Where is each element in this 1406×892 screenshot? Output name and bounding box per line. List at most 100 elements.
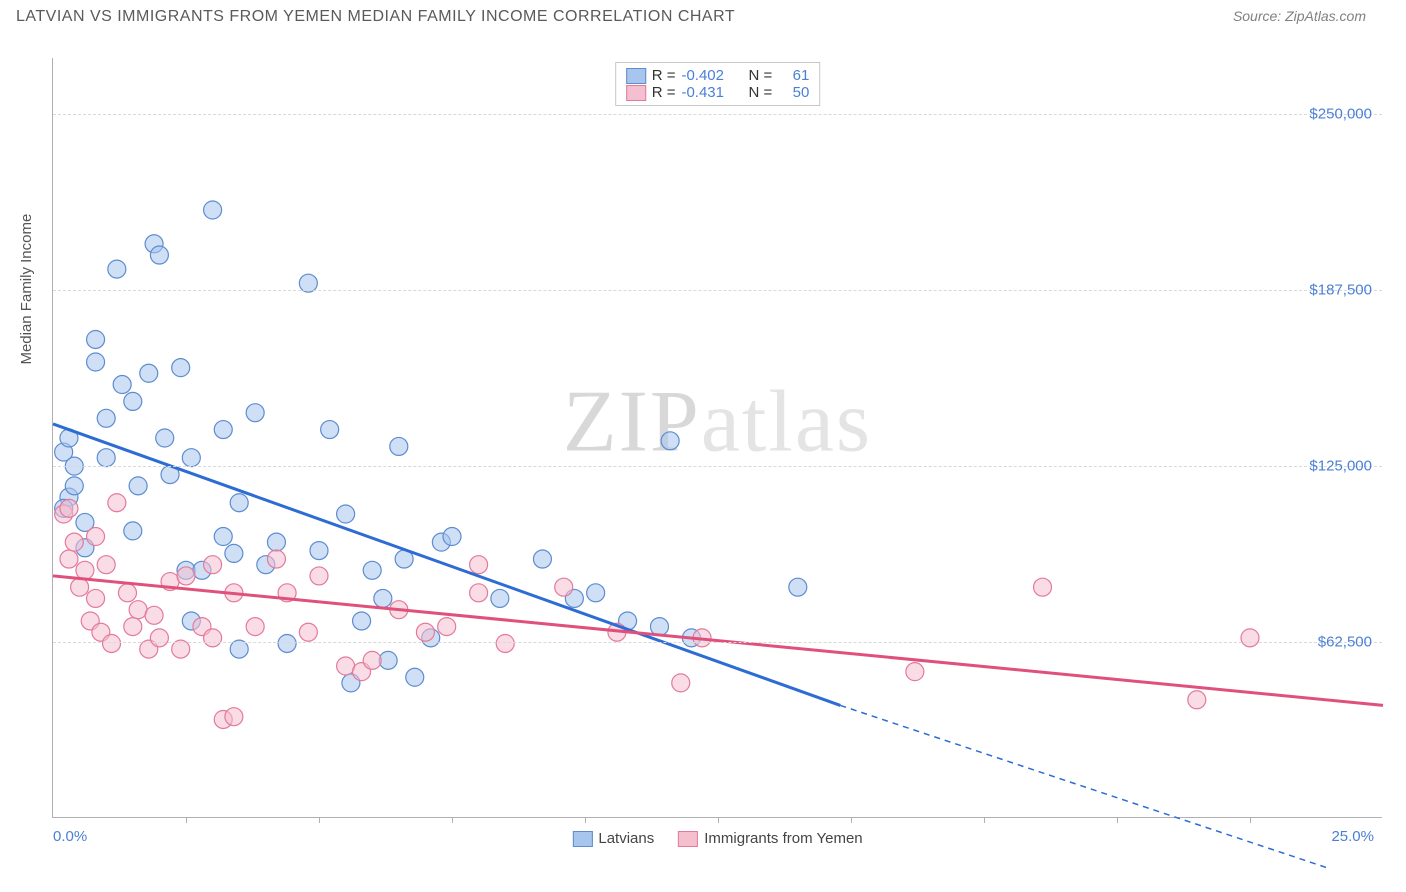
data-point — [60, 499, 78, 517]
data-point — [310, 542, 328, 560]
x-tick — [718, 817, 719, 823]
data-point — [124, 522, 142, 540]
x-axis-max: 25.0% — [1331, 828, 1374, 845]
x-tick — [585, 817, 586, 823]
data-point — [438, 618, 456, 636]
data-point — [113, 376, 131, 394]
gridline — [53, 290, 1382, 291]
data-point — [204, 629, 222, 647]
data-point — [97, 449, 115, 467]
data-point — [353, 612, 371, 630]
data-point — [230, 494, 248, 512]
source-label: Source: ZipAtlas.com — [1233, 8, 1366, 24]
data-point — [533, 550, 551, 568]
chart-title: LATVIAN VS IMMIGRANTS FROM YEMEN MEDIAN … — [16, 8, 735, 26]
data-point — [1034, 578, 1052, 596]
data-point — [118, 584, 136, 602]
chart-area: ZIPatlas R = -0.402 N = 61 R = -0.431 N … — [52, 58, 1382, 818]
data-point — [267, 533, 285, 551]
scatter-plot — [53, 58, 1382, 817]
data-point — [204, 556, 222, 574]
legend-correlation: R = -0.402 N = 61 R = -0.431 N = 50 — [615, 62, 821, 106]
data-point — [87, 330, 105, 348]
y-tick-label: $250,000 — [1309, 106, 1372, 123]
data-point — [789, 578, 807, 596]
data-point — [76, 561, 94, 579]
legend-row-latvians: R = -0.402 N = 61 — [626, 67, 810, 84]
data-point — [310, 567, 328, 585]
data-point — [1241, 629, 1259, 647]
data-point — [470, 556, 488, 574]
data-point — [337, 657, 355, 675]
data-point — [363, 561, 381, 579]
data-point — [363, 651, 381, 669]
swatch-yemen-b — [678, 831, 698, 847]
gridline — [53, 114, 1382, 115]
data-point — [299, 623, 317, 641]
data-point — [214, 421, 232, 439]
gridline — [53, 642, 1382, 643]
data-point — [87, 528, 105, 546]
data-point — [587, 584, 605, 602]
gridline — [53, 466, 1382, 467]
data-point — [278, 634, 296, 652]
y-axis-label: Median Family Income — [18, 214, 35, 365]
regression-line-dashed — [840, 705, 1329, 868]
data-point — [65, 477, 83, 495]
data-point — [555, 578, 573, 596]
data-point — [672, 674, 690, 692]
data-point — [87, 589, 105, 607]
data-point — [214, 528, 232, 546]
data-point — [246, 618, 264, 636]
x-tick — [452, 817, 453, 823]
data-point — [204, 201, 222, 219]
data-point — [379, 651, 397, 669]
x-tick — [319, 817, 320, 823]
data-point — [443, 528, 461, 546]
data-point — [416, 623, 434, 641]
x-tick — [984, 817, 985, 823]
data-point — [321, 421, 339, 439]
data-point — [374, 589, 392, 607]
y-tick-label: $62,500 — [1318, 634, 1372, 651]
data-point — [177, 567, 195, 585]
data-point — [129, 477, 147, 495]
legend-item-yemen: Immigrants from Yemen — [678, 830, 862, 847]
data-point — [225, 544, 243, 562]
data-point — [246, 404, 264, 422]
data-point — [470, 584, 488, 602]
data-point — [145, 606, 163, 624]
regression-line — [53, 576, 1383, 705]
data-point — [129, 601, 147, 619]
x-axis-min: 0.0% — [53, 828, 87, 845]
legend-row-yemen: R = -0.431 N = 50 — [626, 84, 810, 101]
data-point — [140, 364, 158, 382]
x-tick — [1117, 817, 1118, 823]
data-point — [491, 589, 509, 607]
data-point — [124, 392, 142, 410]
data-point — [496, 634, 514, 652]
data-point — [661, 432, 679, 450]
swatch-latvians-b — [572, 831, 592, 847]
data-point — [71, 578, 89, 596]
y-tick-label: $187,500 — [1309, 282, 1372, 299]
data-point — [225, 708, 243, 726]
data-point — [108, 260, 126, 278]
data-point — [172, 359, 190, 377]
x-tick — [851, 817, 852, 823]
data-point — [108, 494, 126, 512]
data-point — [906, 663, 924, 681]
data-point — [267, 550, 285, 568]
data-point — [150, 246, 168, 264]
swatch-yemen — [626, 85, 646, 101]
data-point — [103, 634, 121, 652]
legend-item-latvians: Latvians — [572, 830, 654, 847]
data-point — [87, 353, 105, 371]
data-point — [97, 409, 115, 427]
data-point — [1188, 691, 1206, 709]
data-point — [156, 429, 174, 447]
y-tick-label: $125,000 — [1309, 458, 1372, 475]
x-tick — [186, 817, 187, 823]
data-point — [337, 505, 355, 523]
data-point — [150, 629, 168, 647]
